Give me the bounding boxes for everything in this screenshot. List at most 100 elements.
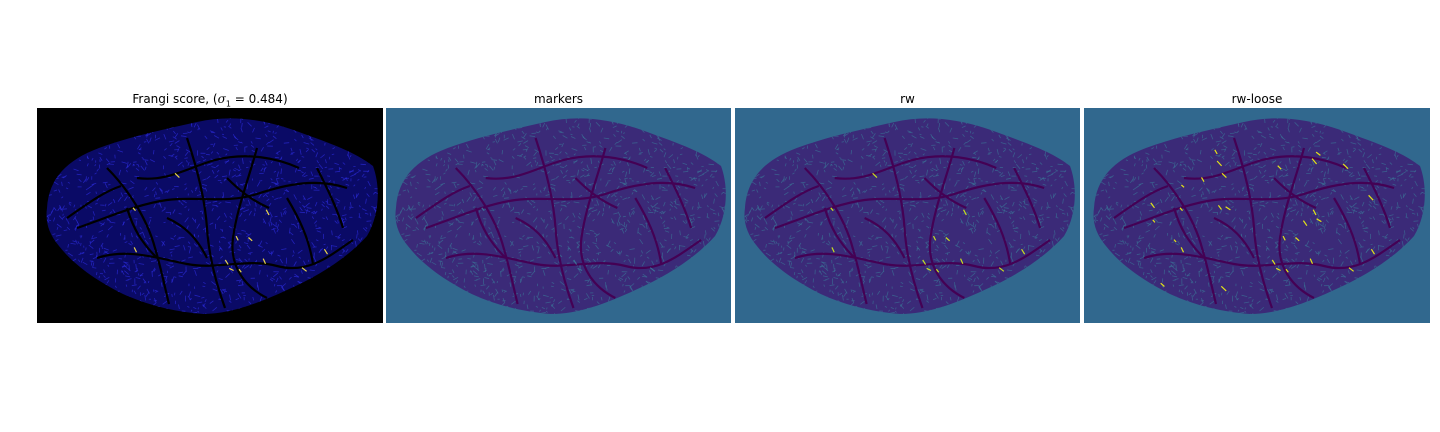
panel-title-markers: markers	[533, 92, 584, 106]
rw-image	[735, 108, 1080, 323]
highlight-mark	[1316, 218, 1322, 223]
vessel-line	[1113, 184, 1169, 219]
vessel-line	[455, 167, 519, 305]
highlight-mark	[998, 267, 1005, 272]
vessel-line	[883, 137, 924, 309]
vessel-line	[1123, 181, 1395, 230]
vessel-line	[764, 184, 820, 219]
vessel-line	[316, 167, 345, 229]
highlight-mark	[1370, 248, 1376, 255]
highlight-mark	[831, 247, 835, 253]
vessel-line	[579, 147, 616, 299]
highlight-mark	[922, 259, 927, 265]
panel-title-rw: rw	[900, 92, 915, 106]
vessel-line	[125, 207, 158, 259]
markers-image	[386, 108, 731, 323]
vessel-line	[804, 167, 868, 305]
vessel-line	[474, 207, 507, 259]
vessel-line	[1273, 177, 1317, 210]
highlight-mark	[235, 235, 239, 241]
highlight-mark	[1312, 209, 1317, 216]
vessel-line	[425, 181, 696, 230]
highlight-mark	[248, 237, 253, 242]
highlight-mark	[1348, 267, 1354, 272]
highlight-mark	[174, 172, 180, 179]
vessel-line	[76, 181, 348, 230]
title-subscript: 1	[225, 99, 231, 109]
panel-title-rw-loose: rw-loose	[1231, 92, 1283, 106]
highlight-mark	[959, 258, 964, 265]
highlight-mark	[228, 267, 234, 272]
vessel-line	[226, 177, 270, 210]
highlight-mark	[1152, 219, 1156, 223]
highlight-mark	[1225, 206, 1231, 211]
vessel-line	[1172, 207, 1205, 259]
highlight-mark	[1368, 194, 1374, 201]
highlight-mark	[1181, 184, 1185, 188]
vessel-line	[774, 181, 1045, 230]
title-text: Frangi score, (	[132, 92, 218, 106]
vessel-line	[515, 216, 557, 259]
highlight-mark	[963, 209, 967, 216]
highlight-mark	[323, 248, 329, 255]
vessel-line	[794, 239, 1051, 270]
vessel-line	[1333, 197, 1362, 265]
highlight-mark	[1302, 220, 1308, 227]
vessel-line	[923, 177, 967, 210]
vessel-line	[928, 147, 965, 299]
vessel-line	[185, 137, 227, 309]
vessel-line	[1183, 155, 1347, 180]
frangi-image	[37, 108, 383, 323]
vessel-line	[983, 197, 1012, 265]
vessel-line	[136, 155, 300, 180]
vessel-line	[231, 147, 268, 299]
vessel-line	[664, 167, 693, 229]
vessel-line	[445, 239, 702, 270]
image-panel-rw-loose	[1084, 108, 1430, 323]
highlight-mark	[265, 209, 270, 216]
highlight-mark	[1179, 207, 1183, 212]
vessel-line	[534, 137, 575, 309]
vessel-line	[1278, 147, 1315, 299]
highlight-mark	[1282, 235, 1286, 241]
highlight-mark	[1214, 149, 1218, 155]
vessel-line	[1013, 167, 1042, 229]
highlight-mark	[301, 267, 307, 272]
highlight-mark	[132, 207, 136, 212]
vessel-line	[286, 197, 315, 265]
highlight-mark	[945, 237, 950, 242]
highlight-mark	[238, 268, 242, 273]
highlight-mark	[1216, 160, 1223, 167]
panel-title-frangi: Frangi score, (σ1 = 0.484)	[37, 91, 383, 109]
highlight-mark	[1220, 285, 1227, 292]
vessel-line	[834, 155, 997, 180]
rw-loose-image	[1084, 108, 1430, 323]
image-panel-rw	[735, 108, 1080, 323]
highlight-mark	[224, 259, 229, 265]
title-sigma: σ	[217, 92, 226, 106]
highlight-mark	[1200, 177, 1205, 183]
highlight-mark	[926, 267, 932, 272]
highlight-mark	[1309, 258, 1314, 265]
vessel-line	[166, 216, 208, 259]
highlight-mark	[1180, 247, 1185, 253]
image-panel-markers	[386, 108, 731, 323]
vessel-line	[1143, 239, 1401, 270]
highlight-mark	[1342, 163, 1349, 170]
highlight-mark	[1315, 151, 1321, 156]
vessel-line	[415, 184, 471, 219]
vessel-line	[96, 239, 354, 270]
highlight-mark	[1311, 158, 1318, 165]
highlight-mark	[1275, 267, 1281, 272]
highlight-mark	[1271, 259, 1276, 265]
highlight-mark	[935, 268, 940, 273]
vessel-line	[106, 167, 171, 305]
vessel-line	[864, 216, 906, 259]
highlight-mark	[1173, 239, 1177, 243]
highlight-mark	[1295, 237, 1300, 242]
highlight-mark	[1160, 282, 1165, 287]
highlight-mark	[649, 267, 656, 272]
highlight-mark	[932, 235, 937, 241]
vessel-line	[66, 184, 122, 219]
vessel-line	[1363, 167, 1392, 229]
